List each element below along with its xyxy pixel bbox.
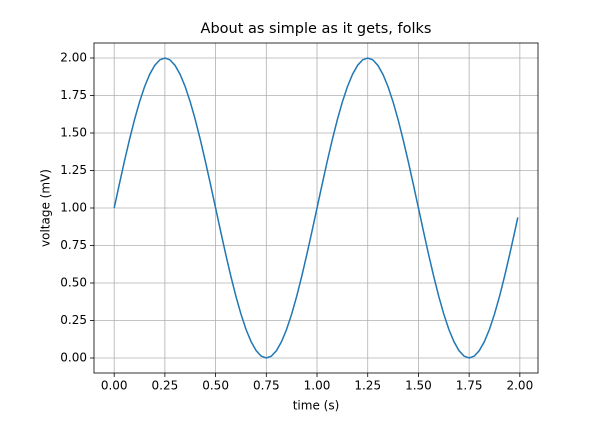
y-tick-label: 1.75	[60, 88, 87, 102]
y-tick-label: 0.50	[60, 276, 87, 290]
chart-title: About as simple as it gets, folks	[201, 21, 432, 37]
y-tick-label: 1.25	[60, 163, 87, 177]
y-tick-label: 0.25	[60, 313, 87, 327]
y-tick-label: 2.00	[60, 51, 87, 65]
x-tick-label: 0.00	[101, 379, 128, 393]
y-tick-label: 0.00	[60, 351, 87, 365]
plot-frame	[93, 42, 539, 374]
x-tick-label: 1.50	[405, 379, 432, 393]
x-tick-label: 0.25	[152, 379, 179, 393]
x-tick-label: 1.00	[304, 379, 331, 393]
y-axis-label: voltage (mV)	[39, 169, 53, 247]
x-tick-label: 2.00	[506, 379, 533, 393]
line-series	[113, 57, 519, 359]
y-tick-label: 0.75	[60, 238, 87, 252]
x-tick-label: 0.50	[202, 379, 229, 393]
x-axis-label: time (s)	[293, 399, 340, 413]
x-tick-label: 1.25	[354, 379, 381, 393]
y-tick-label: 1.50	[60, 126, 87, 140]
y-tick-label: 1.00	[60, 201, 87, 215]
x-tick-label: 0.75	[253, 379, 280, 393]
x-tick-label: 1.75	[456, 379, 483, 393]
